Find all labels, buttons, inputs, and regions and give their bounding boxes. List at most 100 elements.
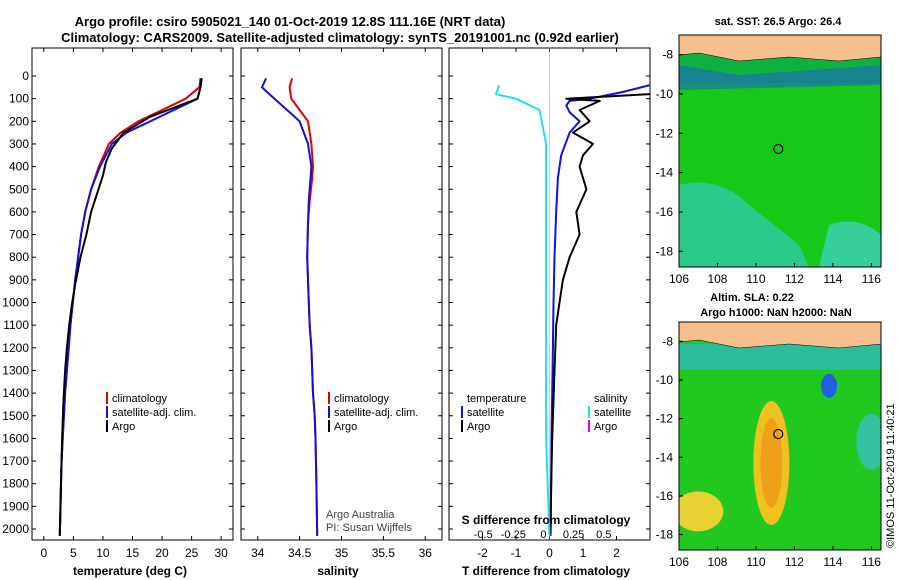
x-tick-label: 34.5 [288,546,312,560]
temperature-line-climatology [58,78,202,536]
legend-label-satellite: satellite-adj. clim. [334,407,418,419]
credit-pi: PI: Susan Wijffels [326,522,412,534]
depth-tick-label: 1300 [2,363,29,377]
salinity-x-axis: 34 34.5 35 35.5 36 [251,48,432,560]
sst-map-title: sat. SST: 26.5 Argo: 26.4 [715,16,843,28]
temperature-axis-label: temperature (deg C) [73,564,187,578]
map-lon-label: 106 [669,555,689,569]
sla-map-frame [678,321,882,551]
legend-label-temperature-argo: Argo [467,421,490,433]
temperature-line-satellite-adj-clim- [58,78,203,536]
x-tick-label: 20 [155,546,169,560]
s-diff-tick-label: 0.25 [563,529,584,541]
depth-tick-label: 900 [9,273,29,287]
map-lon-label: 114 [823,555,842,569]
land-java [679,322,881,349]
map-lon-label: 108 [707,555,727,569]
depth-tick-label: 400 [9,160,29,174]
x-tick-label: -2 [477,546,488,560]
depth-tick-label: 1100 [3,318,29,332]
map-lon-label: 112 [785,272,804,286]
legend-label-argo: Argo [112,421,135,433]
sla-high [679,491,724,532]
depth-tick-label: 700 [9,228,29,242]
map-lat-label: -14 [656,450,674,464]
legend-label-salinity-argo: Argo [594,421,617,433]
map-lat-label: -12 [656,126,674,140]
sst-map [679,35,881,267]
legend-label-climatology: climatology [112,393,168,405]
legend-label-salinity-satellite: satellite [594,407,631,419]
legend-label-argo: Argo [334,421,357,433]
salinity-line-climatology [288,78,319,536]
sst-cool-region [679,182,809,267]
map-lon-label: 114 [823,272,842,286]
map-lon-label: 116 [862,272,881,286]
legend-label-climatology: climatology [334,393,390,405]
legend-label-temperature-satellite: satellite [467,407,504,419]
map-lat-label: -16 [656,205,674,219]
depth-tick-label: 1800 [2,477,29,491]
x-tick-label: 36 [419,546,433,560]
legend-title-temperature: temperature [467,393,526,405]
figure-title-line1: Argo profile: csiro 5905021_140 01-Oct-2… [75,14,506,29]
depth-tick-label: 100 [9,92,29,106]
map-lon-label: 112 [785,555,804,569]
x-tick-label: 0 [546,546,553,560]
depth-tick-label: 1400 [2,386,29,400]
map-lon-label: 110 [746,272,765,286]
map-lon-label: 106 [669,272,689,286]
credit-argo-australia: Argo Australia [326,509,395,521]
temperature-series [58,78,203,536]
map-lat-label: -16 [656,489,674,503]
depth-tick-label: 1000 [2,296,29,310]
figure-title-line2: Climatology: CARS2009. Satellite-adjuste… [61,30,619,45]
s-diff-tick-label: -0.5 [474,529,493,541]
x-tick-label: 30 [214,546,228,560]
depth-tick-label: 800 [9,250,29,264]
map-lat-label: -10 [656,87,674,101]
map-lat-label: -10 [656,373,674,387]
sla-map-title: Altim. SLA: 0.22 [710,292,794,304]
depth-tick-label: 1700 [2,454,29,468]
sst-map-frame [678,34,882,268]
salinity-axis-label: salinity [317,564,359,578]
x-tick-label: 10 [96,546,110,560]
sla-map-subtitle: Argo h1000: NaN h2000: NaN [700,307,852,319]
argo-position-marker [773,143,784,155]
depth-axis: 0 100 200 300 400 500 600 700 800 900 1000 1100 1200… [2,69,650,536]
x-tick-label: 25 [185,546,199,560]
depth-tick-label: 1200 [2,341,29,355]
x-tick-label: 15 [126,546,140,560]
x-tick-label: 5 [70,546,77,560]
s-difference-axis-label: S difference from climatology [462,513,631,527]
map-lon-label: 108 [707,272,727,286]
map-lat-label: -18 [656,528,674,542]
depth-tick-label: 300 [9,137,29,151]
sla-map-axes: 106 108 110 112 114 116 -8 -10 -12 -14 -16 -18 [656,334,882,569]
salinity-legend: climatology satellite-adj. clim. Argo [328,392,418,433]
x-tick-label: -1 [511,546,522,560]
temperature-line-argo [58,78,203,536]
sla-low [821,373,838,398]
difference-series [494,48,650,540]
legend-label-satellite: satellite-adj. clim. [112,407,196,419]
temperature-legend: climatology satellite-adj. clim. Argo [106,392,196,433]
difference-legend: temperature satellite Argo salinity sate… [461,393,631,433]
legend-title-salinity: salinity [594,393,628,405]
x-tick-label: 2 [613,546,620,560]
sst-cool-region [819,221,881,267]
map-lat-label: -18 [656,244,674,258]
difference-line-temperature-satellite [549,84,650,536]
s-difference-axis: -0.5 -0.25 0 0.25 0.5 [474,529,612,541]
map-lat-label: -8 [662,334,673,348]
sst-map-axes: 106 108 110 112 114 116 -8 -10 -12 -14 -16 -18 [656,48,882,286]
salinity-line-satellite-adj-clim- [260,77,319,536]
depth-tick-label: 200 [9,114,29,128]
depth-tick-label: 2000 [2,522,29,536]
salinity-panel [240,47,443,541]
imos-timestamp: ©IMOS 11-Oct-2019 11:40:21 [885,403,897,548]
x-tick-label: 35.5 [372,546,396,560]
x-tick-label: 0 [40,546,47,560]
